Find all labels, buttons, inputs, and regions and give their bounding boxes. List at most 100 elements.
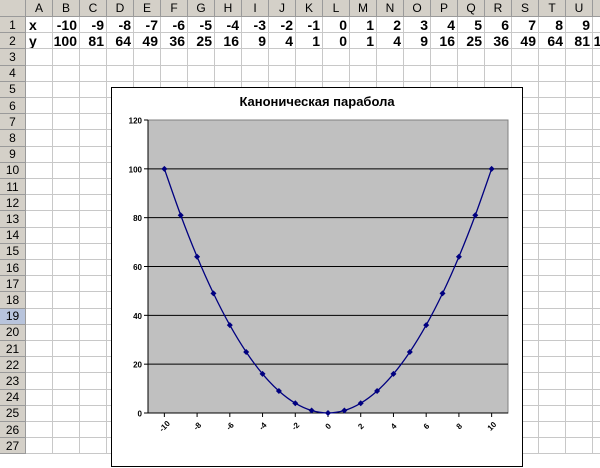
row-header-19[interactable]: 19 [0, 308, 26, 325]
cell-E4[interactable] [134, 65, 161, 82]
row-header-4[interactable]: 4 [0, 65, 26, 82]
cell-B22[interactable] [53, 357, 80, 374]
column-header-I[interactable]: I [242, 0, 269, 17]
chart[interactable]: Каноническая парабола 0 20 40 60 80 100 120 -10… [111, 87, 523, 467]
cell-E3[interactable] [134, 49, 161, 66]
cell-N2[interactable]: 4 [377, 33, 404, 50]
cell-B2[interactable]: 100 [53, 33, 80, 50]
cell-A19[interactable] [26, 308, 53, 325]
cell-V21[interactable] [593, 341, 600, 358]
cell-A14[interactable] [26, 227, 53, 244]
cell-U17[interactable] [566, 276, 593, 293]
cell-C20[interactable] [80, 324, 107, 341]
cell-V20[interactable] [593, 325, 600, 341]
cell-A5[interactable] [26, 81, 53, 98]
cell-G3[interactable] [188, 49, 215, 66]
row-header-7[interactable]: 7 [0, 114, 26, 131]
cell-D1[interactable]: -8 [107, 17, 134, 34]
cell-C19[interactable] [80, 308, 107, 325]
column-header-L[interactable]: L [323, 0, 350, 17]
cell-B8[interactable] [53, 130, 80, 147]
cell-H3[interactable] [215, 49, 242, 66]
cell-S20[interactable] [512, 324, 539, 341]
row-header-9[interactable]: 9 [0, 146, 26, 163]
cell-T13[interactable] [539, 211, 566, 228]
cell-B23[interactable] [53, 373, 80, 390]
cell-B12[interactable] [53, 195, 80, 212]
cell-C13[interactable] [80, 211, 107, 228]
row-header-10[interactable]: 10 [0, 162, 26, 179]
cell-S8[interactable] [512, 130, 539, 147]
cell-S9[interactable] [512, 146, 539, 163]
row-header-24[interactable]: 24 [0, 389, 26, 406]
cell-B25[interactable] [53, 405, 80, 422]
cell-C22[interactable] [80, 357, 107, 374]
cell-A17[interactable] [26, 276, 53, 293]
row-header-5[interactable]: 5 [0, 81, 26, 98]
cell-S21[interactable] [512, 341, 539, 358]
cell-B16[interactable] [53, 260, 80, 277]
cell-C3[interactable] [80, 49, 107, 66]
cell-I1[interactable]: -3 [242, 17, 269, 34]
column-header-U[interactable]: U [566, 0, 593, 17]
cell-V3[interactable] [593, 49, 600, 66]
cell-T24[interactable] [539, 389, 566, 406]
cell-A23[interactable] [26, 373, 53, 390]
cell-C7[interactable] [80, 114, 107, 131]
cell-V11[interactable] [593, 179, 600, 196]
cell-J3[interactable] [269, 49, 296, 66]
row-header-2[interactable]: 2 [0, 33, 26, 50]
cell-S26[interactable] [512, 422, 539, 439]
cell-C27[interactable] [80, 438, 107, 455]
cell-C6[interactable] [80, 98, 107, 115]
cell-C12[interactable] [80, 195, 107, 212]
cell-A18[interactable] [26, 292, 53, 309]
cell-V4[interactable] [593, 66, 600, 82]
cell-V8[interactable] [593, 130, 600, 147]
cell-A3[interactable] [26, 49, 53, 66]
cell-F3[interactable] [161, 49, 188, 66]
cell-U26[interactable] [566, 422, 593, 439]
row-header-15[interactable]: 15 [0, 243, 26, 260]
cell-V22[interactable] [593, 357, 600, 374]
cell-U6[interactable] [566, 98, 593, 115]
cell-H2[interactable]: 16 [215, 33, 242, 50]
cell-E2[interactable]: 49 [134, 33, 161, 50]
cell-B7[interactable] [53, 114, 80, 131]
cell-U12[interactable] [566, 195, 593, 212]
cell-C25[interactable] [80, 405, 107, 422]
cell-G4[interactable] [188, 65, 215, 82]
cell-S16[interactable] [512, 260, 539, 277]
cell-U15[interactable] [566, 243, 593, 260]
cell-L2[interactable]: 0 [323, 33, 350, 50]
cell-M2[interactable]: 1 [350, 33, 377, 50]
cell-B9[interactable] [53, 146, 80, 163]
cell-S10[interactable] [512, 162, 539, 179]
cell-S23[interactable] [512, 373, 539, 390]
cell-J2[interactable]: 4 [269, 33, 296, 50]
row-header-11[interactable]: 11 [0, 179, 26, 196]
cell-B26[interactable] [53, 422, 80, 439]
select-all-corner[interactable] [0, 0, 26, 17]
cell-T16[interactable] [539, 260, 566, 277]
cell-B6[interactable] [53, 98, 80, 115]
cell-T10[interactable] [539, 162, 566, 179]
cell-F1[interactable]: -6 [161, 17, 188, 34]
cell-O2[interactable]: 9 [404, 33, 431, 50]
cell-S25[interactable] [512, 405, 539, 422]
cell-T11[interactable] [539, 179, 566, 196]
cell-S1[interactable]: 7 [512, 17, 539, 34]
cell-K4[interactable] [296, 65, 323, 82]
cell-V18[interactable] [593, 292, 600, 309]
cell-C10[interactable] [80, 162, 107, 179]
cell-S2[interactable]: 49 [512, 33, 539, 50]
cell-J4[interactable] [269, 65, 296, 82]
cell-V13[interactable] [593, 211, 600, 228]
cell-V1[interactable]: 10 [593, 17, 600, 34]
cell-A11[interactable] [26, 179, 53, 196]
cell-C15[interactable] [80, 243, 107, 260]
cell-T15[interactable] [539, 243, 566, 260]
cell-V16[interactable] [593, 260, 600, 277]
row-header-22[interactable]: 22 [0, 357, 26, 374]
cell-V25[interactable] [593, 406, 600, 422]
